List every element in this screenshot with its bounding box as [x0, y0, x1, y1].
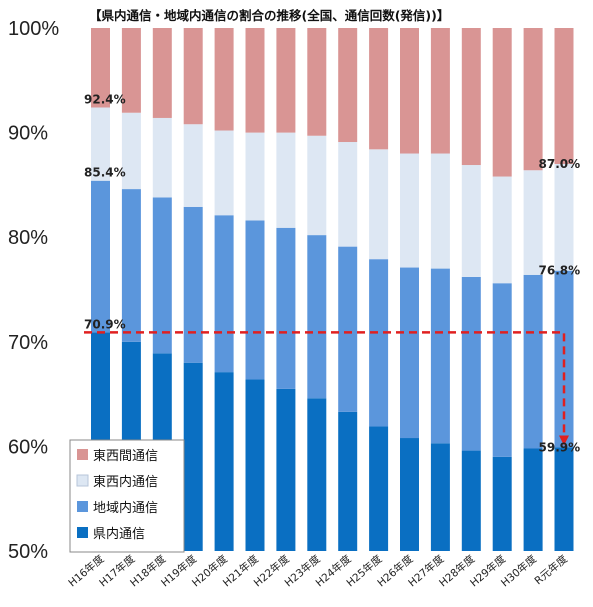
bar-segment-1	[276, 388, 296, 551]
reference-dashed-line	[84, 331, 566, 438]
bar-segment-3	[554, 163, 574, 271]
bar-segment-2	[214, 215, 234, 373]
reference-arrowhead	[559, 435, 569, 446]
bar-segment-4	[91, 28, 110, 108]
bar-segment-2	[307, 235, 327, 399]
legend-label: 東西内通信	[93, 474, 158, 490]
bar-segment-4	[307, 28, 327, 136]
bar-segment-1	[400, 438, 419, 551]
bar-segment-3	[492, 176, 512, 284]
bar-segment-1	[214, 372, 234, 551]
bar-segment-2	[523, 274, 543, 449]
bar-segment-2	[183, 206, 203, 363]
data-label: 70.9%	[84, 317, 126, 331]
bar-segment-4	[183, 28, 203, 125]
bar-segment-4	[461, 28, 481, 166]
y-tick-label: 100%	[8, 18, 59, 40]
legend-swatch	[77, 527, 88, 538]
bar-segment-4	[152, 28, 172, 118]
bar-segment-2	[461, 276, 481, 451]
data-label: 85.4%	[84, 166, 126, 180]
legend-box	[69, 439, 185, 553]
bar-segment-4	[245, 28, 265, 133]
bar-segment-4	[400, 28, 419, 154]
bar-segment-1	[523, 448, 543, 551]
x-axis: H16年度H17年度H18年度H19年度H20年度H21年度H22年度H23年度…	[66, 552, 571, 589]
bar-segment-2	[338, 246, 358, 412]
bar-segment-3	[338, 142, 358, 247]
bar-segment-2	[152, 197, 172, 354]
data-label: 92.4%	[84, 92, 126, 106]
bar-segment-3	[430, 153, 450, 269]
y-tick-label: 50%	[8, 541, 48, 563]
bar-segment-2	[276, 227, 296, 389]
legend-label: 東西間通信	[93, 448, 158, 464]
bar-segment-1	[461, 450, 481, 551]
bar-segment-2	[400, 267, 419, 439]
bar-segment-1	[245, 379, 265, 551]
bar-segment-4	[430, 28, 450, 154]
bar-segment-2	[121, 189, 141, 342]
bar-segment-4	[554, 28, 574, 164]
bar-segment-1	[492, 456, 512, 551]
bar-segment-4	[214, 28, 234, 131]
bar-segment-2	[245, 220, 265, 380]
x-tick-label: R元年度	[532, 552, 570, 587]
reference-line	[84, 331, 569, 446]
bar-segment-2	[430, 268, 450, 444]
bar-segment-1	[369, 426, 389, 551]
bar-segment-2	[91, 180, 110, 333]
legend-swatch	[77, 501, 88, 512]
data-label: 76.8%	[539, 264, 581, 278]
bar-segment-3	[214, 130, 234, 216]
bar-segment-1	[338, 411, 358, 551]
bar-segment-3	[183, 124, 203, 207]
bar-segment-3	[307, 135, 327, 236]
bars	[91, 28, 574, 551]
bar-segment-2	[554, 270, 574, 448]
y-tick-label: 70%	[8, 332, 48, 354]
bar-segment-3	[152, 117, 172, 198]
bar-segment-4	[276, 28, 296, 133]
bar-segment-3	[523, 170, 543, 275]
bar-segment-1	[307, 398, 327, 551]
bar-segment-3	[276, 132, 296, 228]
bar-segment-1	[430, 443, 450, 551]
y-tick-label: 80%	[8, 227, 48, 249]
bar-segment-4	[369, 28, 389, 150]
bar-segment-4	[523, 28, 543, 171]
bar-segment-3	[400, 153, 419, 268]
bar-segment-3	[461, 165, 481, 277]
legend-swatch	[76, 474, 89, 487]
legend-label: 地域内通信	[93, 500, 158, 516]
bar-segment-2	[492, 283, 512, 457]
legend-label: 県内通信	[93, 526, 145, 542]
annotations: 92.4% 85.4% 70.9% 87.0% 76.8% 59.9%	[84, 92, 580, 454]
bar-segment-3	[245, 132, 265, 221]
bar-segment-4	[338, 28, 358, 143]
bar-segment-3	[369, 149, 389, 260]
y-axis: 50% 60% 70% 80% 90% 100%	[8, 18, 59, 563]
legend-swatch	[77, 449, 88, 460]
y-tick-label: 90%	[8, 123, 48, 145]
x-tick-label: H30年度	[498, 552, 539, 589]
bar-segment-1	[183, 362, 203, 551]
y-tick-label: 60%	[8, 436, 48, 458]
bar-segment-3	[121, 112, 141, 190]
data-label: 87.0%	[539, 157, 581, 171]
bar-segment-1	[554, 447, 574, 551]
bar-segment-2	[369, 259, 389, 427]
bar-segment-4	[121, 28, 141, 113]
bar-segment-4	[492, 28, 512, 177]
data-label: 59.9%	[539, 440, 581, 454]
bar-segment-3	[91, 107, 110, 181]
chart-title: 【県内通信・地域内通信の割合の推移(全国、通信回数(発信))】	[89, 8, 449, 23]
